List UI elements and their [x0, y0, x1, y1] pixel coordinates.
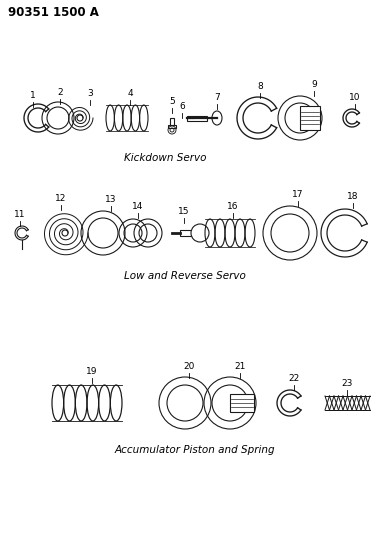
Bar — [170, 118, 174, 126]
Text: 1: 1 — [30, 91, 36, 100]
Text: 23: 23 — [341, 379, 353, 388]
Text: 12: 12 — [55, 194, 67, 203]
Text: 3: 3 — [87, 89, 93, 98]
Text: Accumulator Piston and Spring: Accumulator Piston and Spring — [115, 445, 275, 455]
Bar — [180, 230, 198, 236]
Circle shape — [62, 230, 68, 236]
Text: 6: 6 — [179, 102, 185, 111]
Circle shape — [77, 115, 83, 121]
Bar — [300, 106, 320, 130]
Text: 10: 10 — [349, 93, 361, 102]
Text: 5: 5 — [169, 97, 175, 106]
Text: 8: 8 — [257, 82, 263, 91]
Text: 17: 17 — [292, 190, 304, 199]
Text: 15: 15 — [178, 207, 190, 216]
Text: 11: 11 — [14, 210, 26, 219]
Text: 19: 19 — [86, 367, 98, 376]
Text: Kickdown Servo: Kickdown Servo — [124, 153, 206, 163]
Circle shape — [191, 224, 209, 242]
Bar — [187, 116, 207, 120]
Text: 4: 4 — [127, 89, 133, 98]
Text: 13: 13 — [105, 195, 117, 204]
Text: 20: 20 — [183, 362, 194, 371]
Text: 18: 18 — [347, 192, 359, 201]
Bar — [230, 394, 254, 412]
Text: 21: 21 — [234, 362, 246, 371]
Text: 90351 1500 A: 90351 1500 A — [8, 6, 99, 19]
Text: 9: 9 — [311, 80, 317, 89]
Text: 22: 22 — [288, 374, 300, 383]
Text: Low and Reverse Servo: Low and Reverse Servo — [124, 271, 246, 281]
Text: 2: 2 — [57, 88, 63, 97]
Text: 14: 14 — [132, 202, 144, 211]
Text: 7: 7 — [214, 93, 220, 102]
Ellipse shape — [212, 111, 222, 125]
Bar — [168, 125, 176, 128]
Text: 16: 16 — [227, 202, 239, 211]
